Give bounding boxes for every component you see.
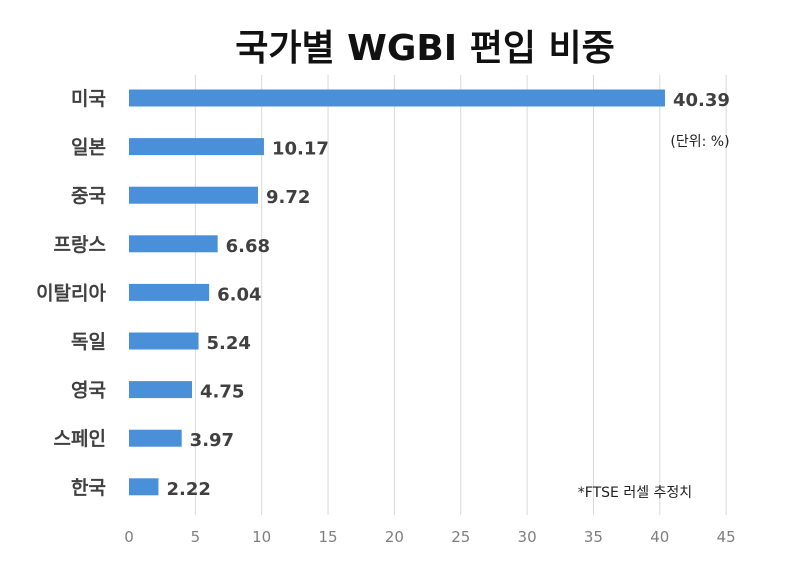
category-label: 한국 — [71, 477, 106, 499]
value-label: 10.17 — [272, 139, 329, 160]
x-tick-label: 20 — [385, 528, 404, 546]
bar — [129, 235, 218, 253]
x-tick-label: 30 — [518, 528, 537, 546]
x-tick-label: 40 — [650, 528, 669, 546]
bars — [129, 89, 665, 496]
category-label: 미국 — [71, 88, 106, 110]
value-label: 40.39 — [673, 90, 730, 111]
value-label: 6.04 — [217, 284, 261, 305]
category-label: 스페인 — [54, 428, 106, 450]
x-tick-label: 15 — [319, 528, 338, 546]
source-note: *FTSE 러셀 추정치 — [578, 485, 692, 501]
x-axis-ticks: 0 5 10 15 20 25 30 35 40 45 — [124, 528, 735, 546]
category-label: 영국 — [71, 380, 106, 402]
category-label: 이탈리아 — [36, 282, 106, 304]
chart-title: 국가별 WGBI 편입 비중 — [235, 28, 615, 69]
x-tick-label: 0 — [124, 528, 134, 546]
x-tick-label: 45 — [717, 528, 736, 546]
category-label: 일본 — [71, 137, 106, 159]
bar — [129, 478, 159, 496]
value-label: 2.22 — [166, 479, 210, 500]
bar — [129, 89, 665, 107]
value-label: 9.72 — [266, 187, 310, 208]
value-labels: 40.39 10.17 9.72 6.68 6.04 5.24 4.75 3.97 2.22 — [166, 90, 729, 500]
value-label: 3.97 — [190, 430, 234, 451]
value-label: 6.68 — [226, 236, 270, 257]
bar — [129, 283, 210, 301]
unit-note: (단위: %) — [670, 134, 729, 150]
category-label: 프랑스 — [54, 234, 106, 256]
x-tick-label: 25 — [451, 528, 470, 546]
value-label: 5.24 — [207, 333, 251, 354]
x-tick-label: 35 — [584, 528, 603, 546]
x-tick-label: 10 — [252, 528, 271, 546]
category-label: 중국 — [71, 185, 106, 207]
bar — [129, 138, 264, 156]
value-label: 4.75 — [200, 382, 244, 403]
bar — [129, 332, 199, 350]
category-label: 독일 — [71, 331, 106, 353]
bar — [129, 381, 193, 399]
bar — [129, 429, 182, 447]
x-tick-label: 5 — [191, 528, 201, 546]
bar — [129, 186, 258, 204]
